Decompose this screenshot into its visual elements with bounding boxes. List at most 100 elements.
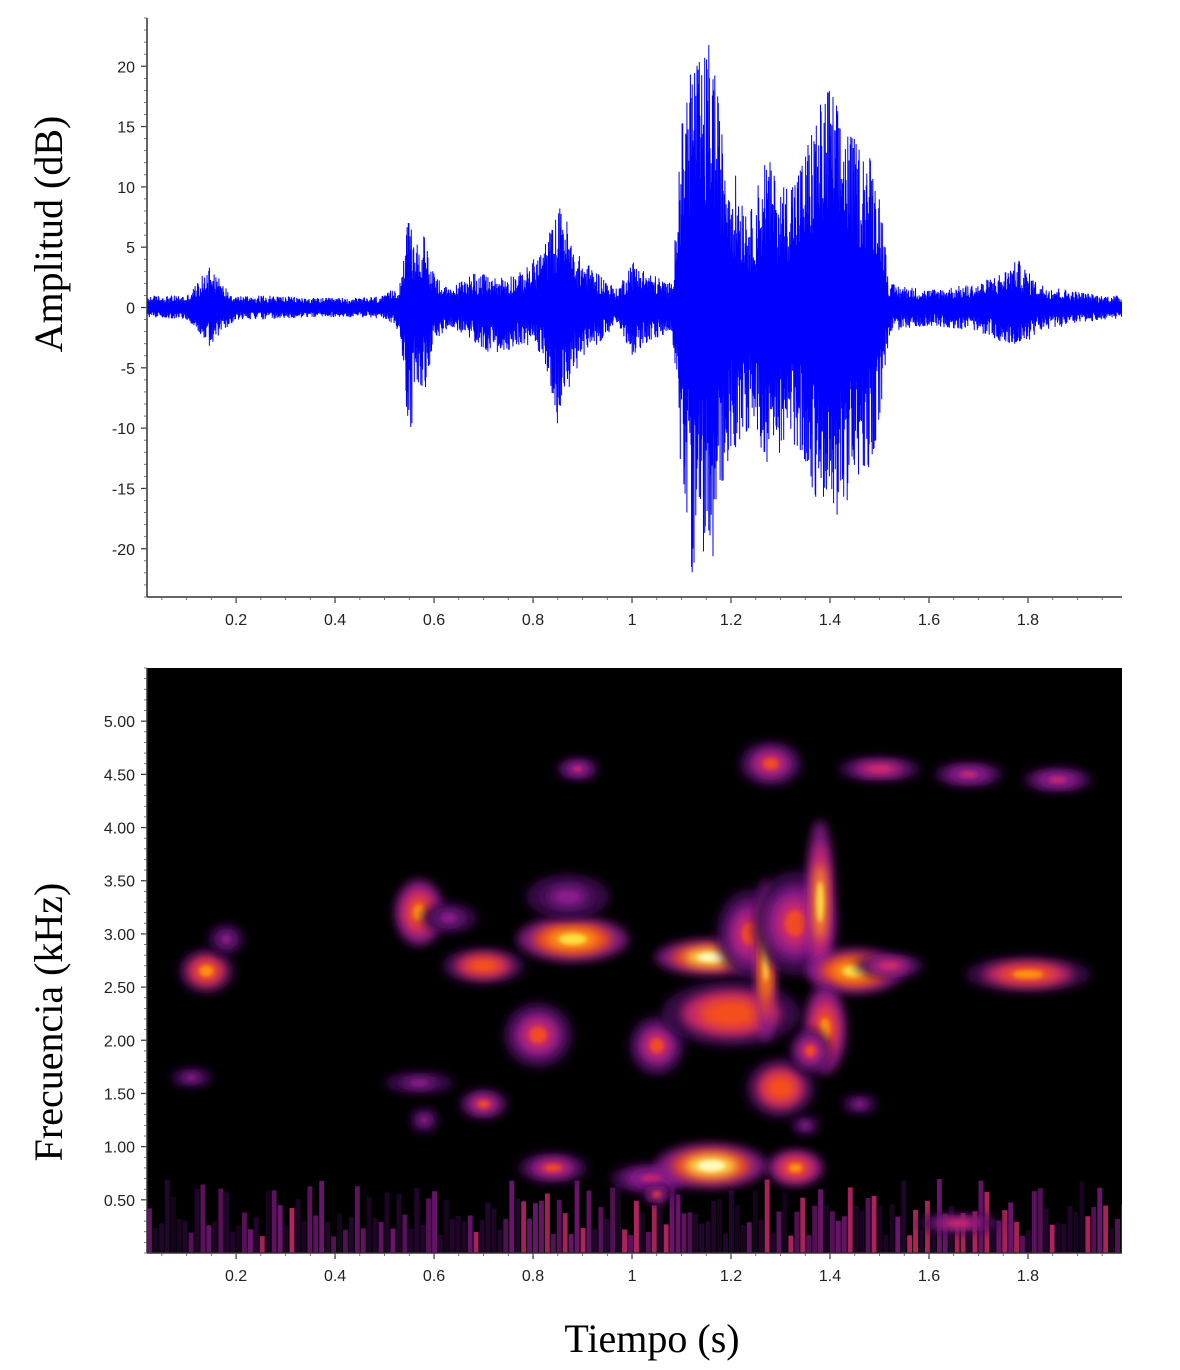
spectrogram-energy-blob [869, 766, 890, 772]
spectrogram-noise-cell [170, 1197, 176, 1253]
spectrogram-energy-blob [785, 910, 806, 937]
spectrogram-noise-cell [348, 1217, 354, 1253]
spectrogram-noise-cell [164, 1179, 170, 1253]
waveform-x-tick-label: 0.2 [225, 612, 247, 629]
spectrogram-noise-cell [455, 1215, 461, 1253]
waveform-x-tick-label: 1.8 [1017, 612, 1039, 629]
spectrogram-noise-cell [651, 1205, 657, 1253]
spectrogram-noise-cell [1115, 1218, 1120, 1253]
spectrogram-energy-blob [805, 1045, 816, 1057]
spectrogram-energy-blob [473, 961, 494, 971]
spectrogram-noise-cell [1008, 1202, 1014, 1253]
spectrogram-y-tick-label: 1.00 [104, 1140, 135, 1157]
spectrogram-noise-cell [806, 1235, 812, 1253]
spectrogram-noise-cell [550, 1233, 556, 1253]
waveform-line [147, 45, 1122, 573]
spectrogram-energy-blob [948, 1221, 970, 1226]
spectrogram-energy-blob [477, 1100, 490, 1108]
spectrogram-noise-cell [794, 1211, 800, 1253]
spectrogram-y-tick-label: 2.00 [104, 1033, 135, 1050]
spectrogram-noise-cell [800, 1197, 806, 1253]
spectrogram-noise-cell [681, 1213, 687, 1253]
spectrogram-noise-cell [224, 1192, 230, 1253]
spectrogram-noise-cell [295, 1199, 301, 1253]
spectrogram-y-tick-label: 1.50 [104, 1086, 135, 1103]
waveform-x-tick-label: 0.4 [324, 612, 346, 629]
spectrogram-noise-cell [931, 1231, 936, 1253]
waveform-x-tick-label: 0.6 [423, 612, 445, 629]
spectrogram-noise-cell [152, 1228, 158, 1253]
spectrogram-energy-blob [186, 1075, 197, 1080]
spectrogram-noise-cell [675, 1194, 681, 1253]
spectrogram-energy-blob [410, 1080, 428, 1086]
spectrogram-noise-cell [1031, 1191, 1037, 1253]
spectrogram-noise-cell [960, 1213, 966, 1253]
spectrogram-noise-cell [699, 1223, 705, 1253]
spectrogram-noise-cell [533, 1203, 538, 1253]
spectrogram-noise-cell [307, 1186, 313, 1253]
waveform-y-tick-label: -10 [112, 421, 135, 438]
spectrogram-energy-blob [529, 1026, 547, 1044]
spectrogram-noise-cell [610, 1187, 616, 1253]
spectrogram-noise-cell [1109, 1228, 1114, 1253]
spectrogram-noise-cell [1026, 1230, 1031, 1253]
spectrogram-energy-blob [199, 965, 214, 977]
spectrogram-noise-cell [568, 1234, 574, 1253]
spectrogram-noise-cell [663, 1224, 669, 1253]
spectrogram-y-tick-label: 0.50 [104, 1193, 135, 1210]
spectrogram-noise-cell [253, 1217, 259, 1253]
spectrogram-noise-cell [265, 1190, 271, 1253]
spectrogram-noise-cell [515, 1198, 521, 1253]
spectrogram-noise-cell [194, 1189, 200, 1253]
spectrogram-noise-cell [1061, 1224, 1067, 1253]
spectrogram-noise-cell [634, 1200, 639, 1253]
spectrogram-noise-cell [877, 1205, 883, 1253]
spectrogram-noise-cell [657, 1181, 663, 1253]
waveform-y-tick-label: 0 [126, 301, 135, 318]
spectrogram-noise-cell [586, 1190, 592, 1253]
spectrogram-noise-cell [723, 1233, 728, 1253]
spectrogram-noise-cell [847, 1187, 853, 1253]
spectrogram-noise-cell [729, 1190, 734, 1253]
spectrogram-noise-cell [467, 1215, 473, 1253]
spectrogram-noise-cell [218, 1188, 224, 1253]
spectrogram-image [147, 741, 1122, 1253]
spectrogram-noise-cell [776, 1211, 782, 1253]
spectrogram-noise-cell [414, 1188, 420, 1253]
spectrogram-noise-cell [604, 1218, 610, 1253]
spectrogram-energy-blob [762, 758, 779, 770]
spectrogram-noise-cell [853, 1206, 859, 1253]
spectrogram-energy-blob [653, 1192, 661, 1197]
spectrogram-energy-blob [959, 771, 978, 778]
spectrogram-noise-cell [746, 1222, 752, 1253]
spectrogram-y-tick-label: 5.00 [104, 714, 135, 731]
spectrogram-noise-cell [259, 1236, 265, 1253]
spectrogram-noise-cell [449, 1219, 455, 1253]
spectrogram-noise-cell [830, 1211, 835, 1253]
spectrogram-energy-blob [1012, 969, 1044, 979]
spectrogram-noise-cell [895, 1216, 901, 1253]
spectrogram-noise-cell [901, 1180, 907, 1253]
spectrogram-noise-cell [752, 1190, 758, 1253]
spectrogram-x-tick-label: 1.4 [819, 1268, 841, 1285]
spectrogram-x-tick-label: 0.2 [225, 1268, 247, 1285]
spectrogram-noise-cell [390, 1228, 396, 1253]
spectrogram-energy-blob [544, 1164, 562, 1172]
waveform-x-tick-label: 1 [628, 612, 637, 629]
spectrogram-y-tick-label: 4.50 [104, 767, 135, 784]
spectrogram-noise-cell [942, 1213, 948, 1253]
spectrogram-noise-cell [527, 1218, 532, 1253]
spectrogram-noise-cell [740, 1225, 746, 1253]
spectrogram-noise-cell [841, 1216, 847, 1253]
spectrogram-noise-cell [818, 1189, 823, 1253]
spectrogram-y-tick-label: 2.50 [104, 980, 135, 997]
spectrogram-y-axis-title: Frecuencia (kHz) [26, 883, 71, 1162]
spectrogram-energy-blob [697, 1160, 726, 1172]
spectrogram-noise-cell [242, 1212, 247, 1253]
spectrogram-noise-cell [200, 1184, 206, 1253]
spectrogram-noise-cell [865, 1198, 871, 1253]
spectrogram-noise-cell [444, 1200, 449, 1253]
spectrogram-noise-cell [485, 1202, 491, 1253]
spectrogram-x-tick-label: 0.4 [324, 1268, 346, 1285]
waveform-y-tick-label: -15 [112, 481, 135, 498]
